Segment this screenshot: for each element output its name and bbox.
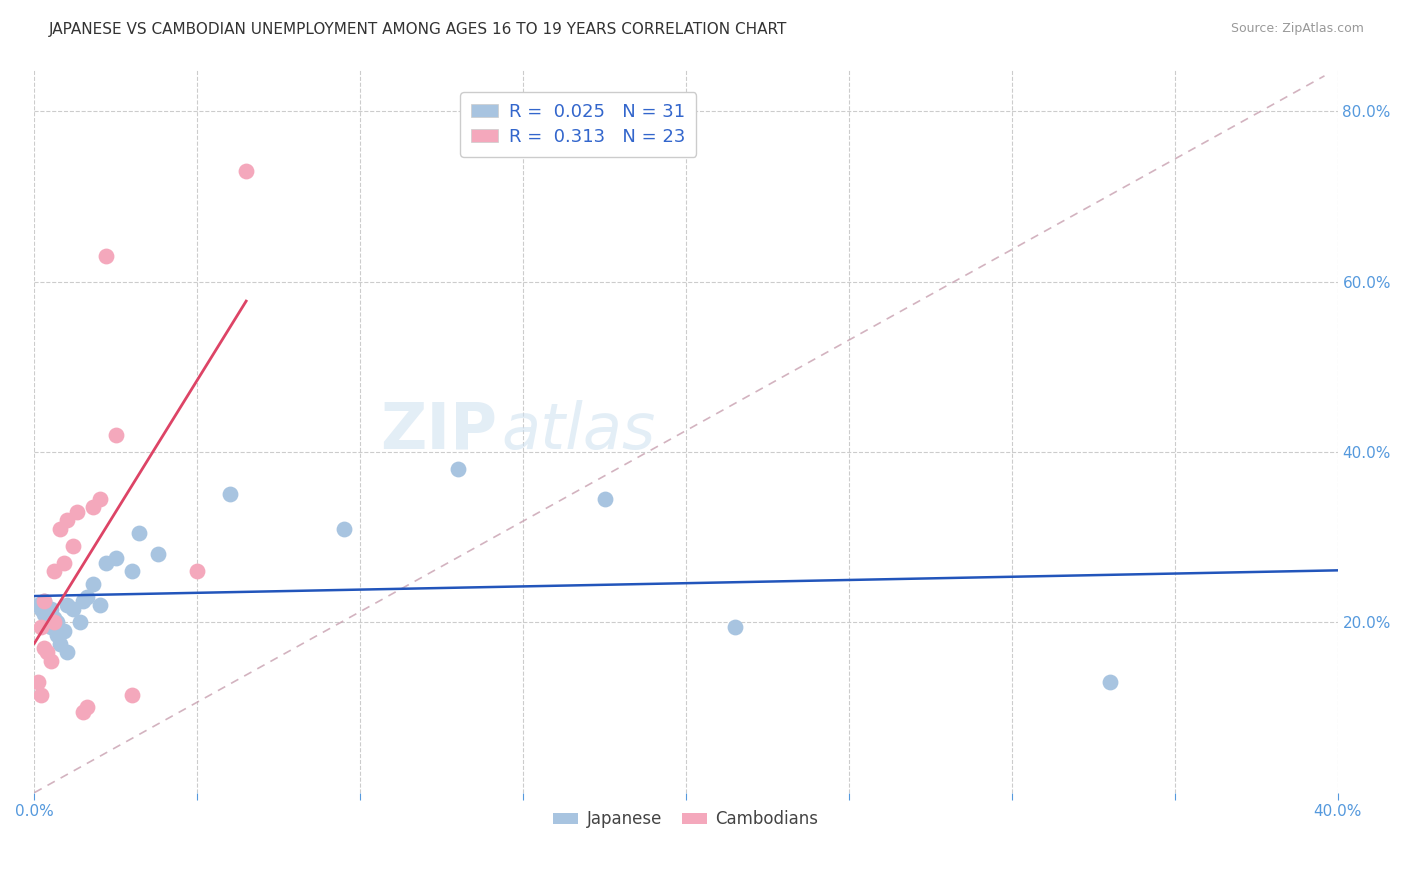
Point	[82, 500, 104, 515]
Point	[62, 602, 84, 616]
Point	[42, 615, 65, 630]
Text: JAPANESE VS CAMBODIAN UNEMPLOYMENT AMONG AGES 16 TO 19 YEARS CORRELATION CHART: JAPANESE VS CAMBODIAN UNEMPLOYMENT AMONG…	[49, 22, 787, 37]
Text: Source: ZipAtlas.com: Source: ZipAtlas.com	[1230, 22, 1364, 36]
Point	[37, 615, 59, 630]
Point	[39, 619, 62, 633]
Point	[32, 607, 55, 621]
Point	[1098, 674, 1121, 689]
Point	[218, 487, 240, 501]
Point	[37, 645, 59, 659]
Point	[593, 491, 616, 506]
Text: atlas: atlas	[501, 400, 655, 461]
Text: ZIP: ZIP	[380, 400, 498, 461]
Point	[186, 564, 208, 578]
Point	[333, 522, 356, 536]
Point	[56, 645, 79, 659]
Point	[121, 688, 143, 702]
Point	[89, 491, 111, 506]
Point	[62, 539, 84, 553]
Point	[235, 163, 257, 178]
Point	[89, 599, 111, 613]
Point	[94, 556, 117, 570]
Point	[30, 619, 52, 633]
Point	[69, 615, 91, 630]
Point	[32, 594, 55, 608]
Point	[66, 504, 89, 518]
Point	[42, 611, 65, 625]
Point	[52, 556, 75, 570]
Point	[121, 564, 143, 578]
Point	[82, 577, 104, 591]
Point	[76, 590, 98, 604]
Point	[56, 513, 79, 527]
Point	[104, 551, 127, 566]
Point	[724, 619, 747, 633]
Point	[94, 249, 117, 263]
Point	[49, 636, 72, 650]
Point	[72, 705, 94, 719]
Point	[42, 564, 65, 578]
Point	[128, 525, 150, 540]
Point	[30, 688, 52, 702]
Point	[30, 602, 52, 616]
Point	[27, 599, 49, 613]
Point	[27, 674, 49, 689]
Point	[32, 640, 55, 655]
Point	[49, 522, 72, 536]
Point	[32, 594, 55, 608]
Point	[39, 654, 62, 668]
Point	[148, 547, 170, 561]
Point	[46, 628, 69, 642]
Legend: Japanese, Cambodians: Japanese, Cambodians	[547, 804, 825, 835]
Point	[56, 599, 79, 613]
Point	[76, 700, 98, 714]
Point	[104, 427, 127, 442]
Point	[46, 615, 69, 630]
Point	[72, 594, 94, 608]
Point	[39, 602, 62, 616]
Point	[52, 624, 75, 638]
Point	[447, 462, 470, 476]
